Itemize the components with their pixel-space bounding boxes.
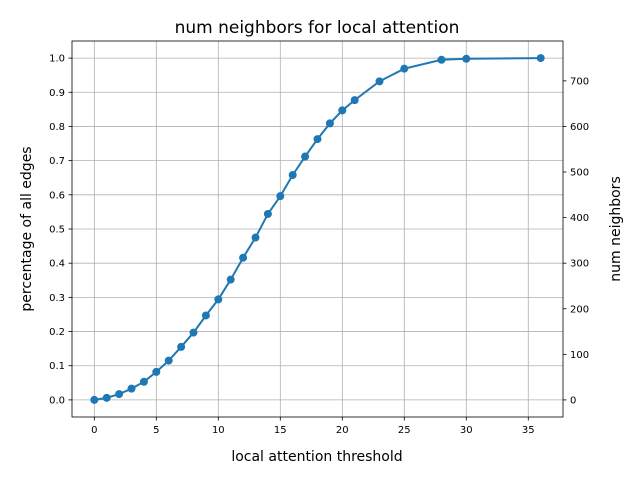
- y2-tick-label: 700: [570, 76, 589, 87]
- y-tick-label: 0.7: [49, 156, 65, 167]
- y2-tick-label: 400: [570, 213, 589, 224]
- grid: [72, 41, 563, 417]
- x-tick-label: 25: [398, 425, 411, 436]
- chart-title: num neighbors for local attention: [175, 18, 460, 38]
- x-axis-label: local attention threshold: [231, 449, 402, 465]
- x-tick-label: 10: [212, 425, 225, 436]
- data-point: [115, 390, 124, 399]
- data-point: [239, 253, 248, 262]
- y2-tick-label: 300: [570, 259, 589, 270]
- y-ticks: 0.0 0.1 0.2 0.3 0.4 0.5 0.6 0.7 0.8 0.9 1.0: [49, 54, 72, 406]
- data-point: [164, 356, 173, 365]
- data-point: [201, 311, 210, 320]
- y2-tick-label: 0: [570, 395, 576, 406]
- data-point: [139, 377, 148, 386]
- x-ticks: 0 5 10 15 20 25 30 35: [91, 417, 535, 436]
- y2-tick-label: 200: [570, 304, 589, 315]
- y-axis-label: percentage of all edges: [19, 146, 35, 311]
- data-point: [301, 152, 310, 161]
- data-point: [536, 54, 545, 63]
- y2-tick-label: 100: [570, 350, 589, 361]
- data-point: [214, 295, 223, 304]
- data-point: [325, 119, 334, 128]
- data-point: [90, 395, 99, 404]
- y2-axis-label: num neighbors: [608, 176, 624, 281]
- data-point: [251, 233, 260, 242]
- data-point: [152, 367, 161, 376]
- x-tick-label: 0: [91, 425, 97, 436]
- y2-tick-label: 600: [570, 122, 589, 133]
- y-tick-label: 0.4: [49, 259, 65, 270]
- data-point: [313, 135, 322, 144]
- y-tick-label: 1.0: [49, 54, 65, 65]
- y-tick-label: 0.2: [49, 327, 65, 338]
- x-tick-label: 15: [274, 425, 287, 436]
- series-layer: [90, 54, 545, 404]
- data-point: [350, 96, 359, 105]
- data-point: [127, 384, 136, 393]
- data-point: [177, 342, 186, 351]
- data-point: [189, 328, 198, 337]
- x-tick-label: 30: [460, 425, 473, 436]
- x-tick-label: 5: [153, 425, 159, 436]
- data-point: [263, 209, 272, 218]
- data-point: [338, 106, 347, 115]
- data-point: [462, 54, 471, 63]
- y-tick-label: 0.8: [49, 122, 65, 133]
- data-point: [276, 192, 285, 201]
- y2-ticks: 0 100 200 300 400 500 600 700: [563, 76, 589, 406]
- data-point: [102, 393, 111, 402]
- y-tick-label: 0.3: [49, 293, 65, 304]
- x-tick-label: 35: [522, 425, 535, 436]
- y-tick-label: 0.1: [49, 361, 65, 372]
- data-point: [288, 170, 297, 179]
- y-tick-label: 0.6: [49, 190, 65, 201]
- y-tick-label: 0.0: [49, 395, 65, 406]
- data-point: [375, 77, 384, 86]
- y2-tick-label: 500: [570, 168, 589, 179]
- y-tick-label: 0.9: [49, 88, 65, 99]
- data-point: [400, 64, 409, 73]
- y-tick-label: 0.5: [49, 225, 65, 236]
- x-tick-label: 20: [336, 425, 349, 436]
- data-point: [437, 55, 446, 64]
- data-point: [226, 275, 235, 284]
